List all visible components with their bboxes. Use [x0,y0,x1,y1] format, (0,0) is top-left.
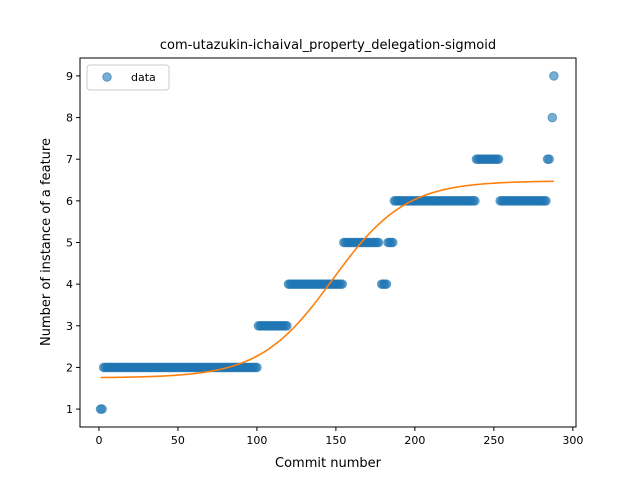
x-tick-label: 300 [562,434,583,447]
data-point [337,279,348,289]
legend-marker [102,72,112,82]
data-point [493,154,504,164]
data-point [381,279,392,289]
x-tick-label: 0 [95,434,102,447]
y-tick-label: 1 [66,403,73,416]
legend-label: data [131,71,156,84]
y-tick-label: 8 [66,112,73,125]
data-point [549,71,559,81]
y-tick-label: 5 [66,237,73,250]
x-tick-label: 150 [325,434,346,447]
y-tick-label: 6 [66,195,73,208]
fit-line [100,180,554,379]
x-axis-label: Commit number [275,456,382,471]
data-point [544,154,554,164]
y-tick-label: 2 [66,361,73,374]
y-tick-label: 7 [66,153,73,166]
chart-title: com-utazukin-ichaival_property_delegatio… [160,38,496,53]
x-tick-label: 100 [246,434,267,447]
legend: data [86,64,170,91]
data-point [541,196,551,206]
data-point [373,237,384,248]
data-point [97,404,107,414]
data-point [470,196,480,206]
legend-box [86,64,170,91]
data-point [387,237,398,248]
data-point [252,362,262,373]
y-axis-label: Number of instance of a feature [39,138,54,346]
y-tick-label: 4 [66,278,73,291]
x-tick-label: 250 [483,434,504,447]
plot-content [95,71,559,414]
y-tick-label: 3 [66,320,73,333]
data-point [547,112,558,123]
data-point [282,321,292,331]
y-tick-label: 9 [66,70,73,83]
x-tick-label: 200 [404,434,425,447]
x-tick-label: 50 [171,434,185,447]
axes: 0 50 100 150 200 250 300 1 2 3 4 5 6 7 8 9 [66,57,583,447]
